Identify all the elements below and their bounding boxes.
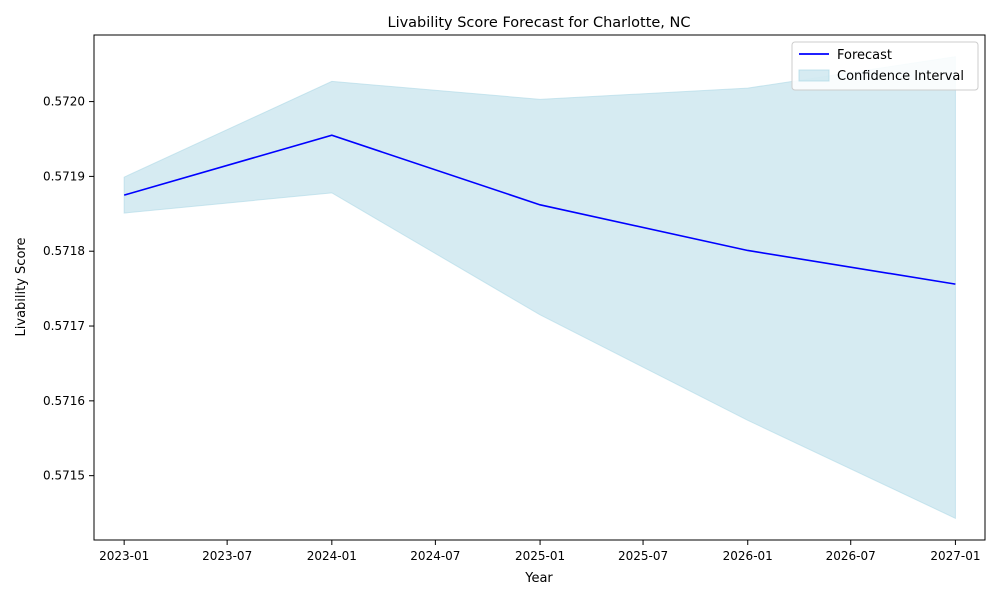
x-axis-label: Year <box>524 571 553 586</box>
series-layer <box>123 134 957 285</box>
confidence-interval-layer <box>123 56 956 520</box>
plot-frame <box>93 34 986 541</box>
forecast-point <box>955 283 957 285</box>
x-tick-label: 2023-07 <box>202 549 252 563</box>
x-axis: 2023-01 2023-07 2024-01 2024-07 2025-01 2025-… <box>99 540 980 563</box>
legend-confidence-interval-swatch <box>798 69 830 82</box>
forecast-point <box>539 204 541 206</box>
forecast-series-line <box>123 134 956 285</box>
x-tick-label: 2025-01 <box>515 549 565 563</box>
legend-box <box>791 41 979 91</box>
y-tick-label: 0.5719 <box>43 169 85 183</box>
y-axis: 0.5715 0.5716 0.5717 0.5718 0.5719 0.5720 <box>43 95 94 483</box>
y-axis-label: Livability Score <box>14 238 29 337</box>
legend: Forecast Confidence Interval <box>791 41 979 91</box>
y-tick-label: 0.5715 <box>43 469 85 483</box>
x-tick-label: 2024-01 <box>307 549 357 563</box>
y-tick-label: 0.5718 <box>43 244 85 258</box>
forecast-point <box>123 194 125 196</box>
legend-forecast-label: Forecast <box>837 48 892 63</box>
y-tick-label: 0.5717 <box>43 319 85 333</box>
x-tick-label: 2026-07 <box>826 549 876 563</box>
chart-title: Livability Score Forecast for Charlotte,… <box>387 15 690 31</box>
x-tick-label: 2023-01 <box>99 549 149 563</box>
x-tick-label: 2026-01 <box>723 549 773 563</box>
x-tick-label: 2024-07 <box>410 549 460 563</box>
y-tick-label: 0.5720 <box>43 95 85 109</box>
legend-confidence-interval-label: Confidence Interval <box>837 69 964 84</box>
y-tick-label: 0.5716 <box>43 394 85 408</box>
forecast-point <box>331 134 333 136</box>
forecast-point <box>747 250 749 252</box>
confidence-interval-band <box>123 56 956 520</box>
x-tick-label: 2027-01 <box>930 549 980 563</box>
x-tick-label: 2025-07 <box>618 549 668 563</box>
